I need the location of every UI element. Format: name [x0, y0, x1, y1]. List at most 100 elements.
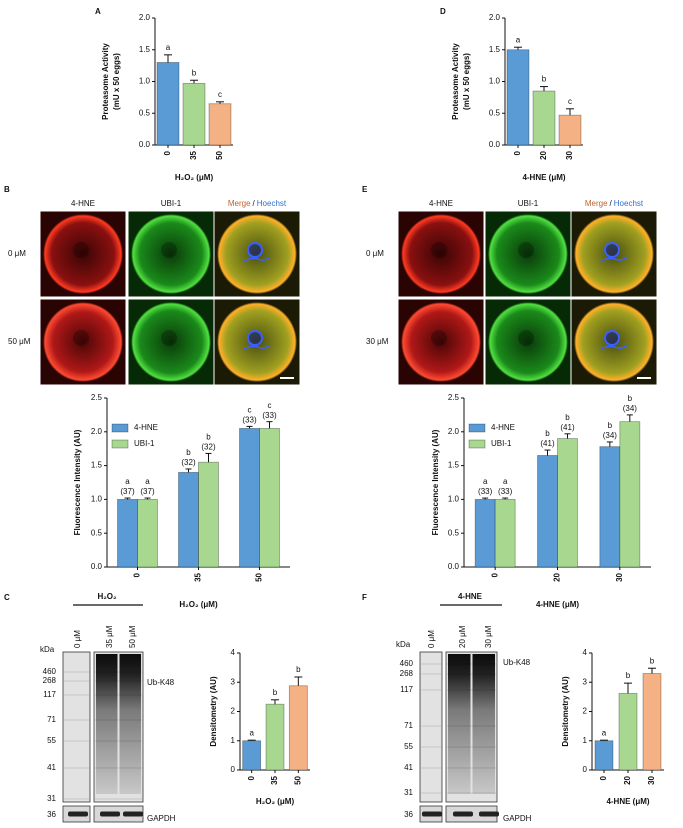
loading-label: GAPDH — [503, 814, 532, 823]
smear — [119, 654, 141, 794]
bar — [182, 83, 206, 146]
y-tick-label: 0.0 — [489, 140, 501, 149]
kda-unit: kDa — [396, 640, 411, 649]
y-tick-label: 2.0 — [139, 13, 151, 22]
mw-marker: 41 — [47, 763, 56, 772]
column-header: Merge / Hoechst — [585, 199, 644, 208]
y-tick-label: 0 — [583, 765, 588, 774]
blot-panel — [419, 651, 443, 803]
bar — [506, 49, 530, 146]
y-tick-label: 1.0 — [139, 77, 151, 86]
y-tick-label: 0.0 — [91, 562, 103, 571]
row-label: 0 μM — [366, 249, 384, 258]
x-axis-label: H₂O₂ (μM) — [256, 797, 295, 806]
sample-size-label: (33) — [242, 416, 257, 425]
row-label: 0 μM — [8, 249, 26, 258]
y-tick-label: 0.5 — [139, 108, 151, 117]
x-tick-label: 0 — [163, 150, 172, 155]
x-tick-label: 20 — [539, 150, 548, 159]
y-tick-label: 1 — [583, 736, 588, 745]
column-header: 4-HNE — [429, 199, 453, 208]
bar — [474, 498, 496, 568]
y-tick-label: 0.0 — [139, 140, 151, 149]
y-tick-label: 2.5 — [448, 393, 460, 402]
significance-letter: b — [628, 394, 633, 403]
lane-label: 0 μM — [427, 630, 436, 648]
x-axis-label: 4-HNE (μM) — [522, 173, 565, 182]
nucleus-shadow — [73, 330, 89, 346]
lane-label: 35 μM — [105, 625, 114, 648]
panel-label: D — [440, 7, 446, 16]
significance-letter: c — [268, 401, 272, 410]
significance-letter: c — [568, 97, 572, 106]
sample-size-label: (33) — [478, 487, 493, 496]
bar — [558, 114, 582, 146]
bar — [242, 740, 262, 771]
x-tick-label: 35 — [270, 775, 279, 784]
column-header: 4-HNE — [71, 199, 95, 208]
smear — [448, 654, 471, 794]
blot-header: 4-HNE — [458, 592, 483, 601]
sample-size-label: (32) — [201, 443, 216, 452]
hoechst-signal — [243, 344, 271, 350]
oocyte — [131, 302, 211, 382]
y-tick-label: 0.0 — [448, 562, 460, 571]
x-tick-label: 30 — [615, 572, 624, 581]
row-label: 30 μM — [366, 337, 389, 346]
oocyte — [488, 214, 568, 294]
x-tick-label: 50 — [293, 775, 302, 784]
nucleus-shadow — [73, 242, 89, 258]
lane-label: 50 μM — [128, 625, 137, 648]
significance-letter: b — [608, 421, 613, 430]
hoechst-signal — [243, 256, 271, 262]
panel-label: F — [362, 593, 367, 602]
mw-marker: 117 — [43, 690, 56, 699]
header-part: / — [610, 199, 613, 208]
bar — [619, 421, 641, 568]
mw-marker: 117 — [400, 685, 413, 694]
y-tick-label: 2.5 — [91, 393, 103, 402]
smear — [472, 654, 495, 794]
x-tick-label: 0 — [133, 572, 142, 577]
header-part: Merge — [228, 199, 251, 208]
legend-swatch — [468, 423, 486, 433]
nucleus-shadow — [431, 330, 447, 346]
column-header: Merge / Hoechst — [228, 199, 287, 208]
column-header: UBI-1 — [518, 199, 539, 208]
y-tick-label: 1.5 — [448, 461, 460, 470]
blot-panel — [62, 651, 91, 803]
smear — [96, 654, 118, 794]
header-part: Merge — [585, 199, 608, 208]
y-tick-label: 2.0 — [91, 427, 103, 436]
mw-marker: 460 — [400, 659, 414, 668]
mw-marker: 268 — [43, 676, 57, 685]
row-label: 50 μM — [8, 337, 31, 346]
nucleus-shadow — [518, 330, 534, 346]
mw-marker: 41 — [404, 763, 413, 772]
significance-letter: b — [186, 448, 191, 457]
y-tick-label: 1 — [231, 736, 236, 745]
x-axis-label: 4-HNE (μM) — [606, 797, 649, 806]
panel-label: B — [4, 185, 10, 194]
loading-label: GAPDH — [147, 814, 176, 823]
column-header: UBI-1 — [161, 199, 182, 208]
panel-label: A — [95, 7, 101, 16]
y-tick-label: 2 — [583, 707, 588, 716]
x-tick-label: 20 — [553, 572, 562, 581]
bar — [198, 461, 219, 568]
y-axis-label: Proteasome Activity — [451, 43, 460, 120]
header-part: Hoechst — [614, 199, 644, 208]
panel-label: C — [4, 593, 10, 602]
hoechst-nucleus — [247, 330, 263, 346]
oocyte — [131, 214, 211, 294]
significance-letter: a — [483, 477, 488, 486]
bar — [117, 498, 138, 568]
significance-letter: b — [273, 688, 278, 697]
significance-letter: b — [626, 671, 631, 680]
legend-label: 4-HNE — [134, 423, 158, 432]
y-tick-label: 2.0 — [448, 427, 460, 436]
legend-label: UBI-1 — [491, 439, 512, 448]
mw-marker: 31 — [47, 794, 56, 803]
gapdh-band — [453, 811, 473, 817]
